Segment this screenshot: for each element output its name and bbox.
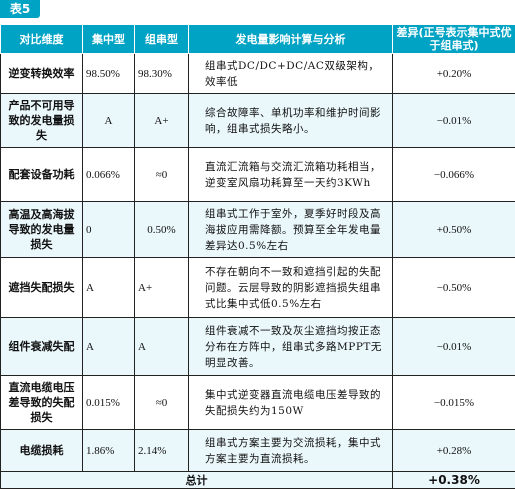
row-central: 0.066%: [83, 148, 135, 202]
table-row: 逆变转换效率 98.50% 98.30% 组串式DC/DC+DC/AC双级架构，…: [1, 54, 515, 94]
row-diff: −0.066%: [393, 148, 515, 202]
row-string: 0.50%: [135, 202, 189, 258]
row-string: 2.14%: [135, 430, 189, 472]
total-row: 总计 +0.38%: [1, 472, 515, 489]
row-central: A: [83, 258, 135, 318]
row-diff: −0.50%: [393, 258, 515, 318]
row-analysis: 集中式逆变器直流电缆电压差导致的失配损失约为150W: [189, 376, 393, 430]
header-central: 集中型: [83, 25, 135, 54]
total-label: 总计: [1, 472, 393, 489]
row-central: A: [83, 318, 135, 376]
header-analysis: 发电量影响计算与分析: [189, 25, 393, 54]
row-analysis: 组件衰减不一致及灰尘遮挡均按正态分布在方阵中，组串式多路MPPT无明显改善。: [189, 318, 393, 376]
row-item: 配套设备功耗: [1, 148, 83, 202]
row-diff: −0.015%: [393, 376, 515, 430]
row-analysis: 组串式DC/DC+DC/AC双级架构，效率低: [189, 54, 393, 94]
row-item: 产品不可用导致的发电量损失: [1, 94, 83, 148]
comparison-table: 对比维度 集中型 组串型 发电量影响计算与分析 差异(正号表示集中式优于组串式)…: [0, 24, 515, 489]
row-item: 电缆损耗: [1, 430, 83, 472]
table-row: 遮挡失配损失 A A+ 不存在朝向不一致和遮挡引起的失配问题。云层导致的阴影遮挡…: [1, 258, 515, 318]
table-row: 高温及高海拔导致的发电量损失 0 0.50% 组串式工作于室外，夏季好时段及高海…: [1, 202, 515, 258]
row-central: 1.86%: [83, 430, 135, 472]
row-item: 高温及高海拔导致的发电量损失: [1, 202, 83, 258]
row-string: A+: [135, 94, 189, 148]
table-row: 产品不可用导致的发电量损失 A A+ 综合故障率、单机功率和维护时间影响，组串式…: [1, 94, 515, 148]
table-caption: 表5: [0, 0, 40, 18]
row-diff: +0.28%: [393, 430, 515, 472]
row-central: 0.015%: [83, 376, 135, 430]
header-diff: 差异(正号表示集中式优于组串式): [393, 25, 515, 54]
row-central: 0: [83, 202, 135, 258]
row-diff: +0.20%: [393, 54, 515, 94]
row-analysis: 组串式方案主要为交流损耗，集中式方案主要为直流损耗。: [189, 430, 393, 472]
row-diff: +0.50%: [393, 202, 515, 258]
row-analysis: 组串式工作于室外，夏季好时段及高海拔应用需降额。预算至全年发电量差异达0.5%左…: [189, 202, 393, 258]
row-string: ≈0: [135, 148, 189, 202]
row-diff: −0.01%: [393, 318, 515, 376]
row-analysis: 综合故障率、单机功率和维护时间影响，组串式损失略小。: [189, 94, 393, 148]
row-diff: −0.01%: [393, 94, 515, 148]
header-string: 组串型: [135, 25, 189, 54]
table-row: 配套设备功耗 0.066% ≈0 直流汇流箱与交流汇流箱功耗相当，逆变室风扇功耗…: [1, 148, 515, 202]
row-string: ≈0: [135, 376, 189, 430]
row-central: 98.50%: [83, 54, 135, 94]
row-analysis: 不存在朝向不一致和遮挡引起的失配问题。云层导致的阴影遮挡损失组串式比集中式低0.…: [189, 258, 393, 318]
table-row: 组件衰减失配 A A 组件衰减不一致及灰尘遮挡均按正态分布在方阵中，组串式多路M…: [1, 318, 515, 376]
row-item: 组件衰减失配: [1, 318, 83, 376]
total-value: +0.38%: [393, 472, 515, 489]
row-analysis: 直流汇流箱与交流汇流箱功耗相当，逆变室风扇功耗算至一天约3KWh: [189, 148, 393, 202]
table-row: 直流电缆电压差导致的失配损失 0.015% ≈0 集中式逆变器直流电缆电压差导致…: [1, 376, 515, 430]
table-row: 电缆损耗 1.86% 2.14% 组串式方案主要为交流损耗，集中式方案主要为直流…: [1, 430, 515, 472]
row-string: A+: [135, 258, 189, 318]
row-item: 遮挡失配损失: [1, 258, 83, 318]
row-central: A: [83, 94, 135, 148]
row-string: A: [135, 318, 189, 376]
row-item: 直流电缆电压差导致的失配损失: [1, 376, 83, 430]
header-item: 对比维度: [1, 25, 83, 54]
header-row: 对比维度 集中型 组串型 发电量影响计算与分析 差异(正号表示集中式优于组串式): [1, 25, 515, 54]
row-item: 逆变转换效率: [1, 54, 83, 94]
row-string: 98.30%: [135, 54, 189, 94]
